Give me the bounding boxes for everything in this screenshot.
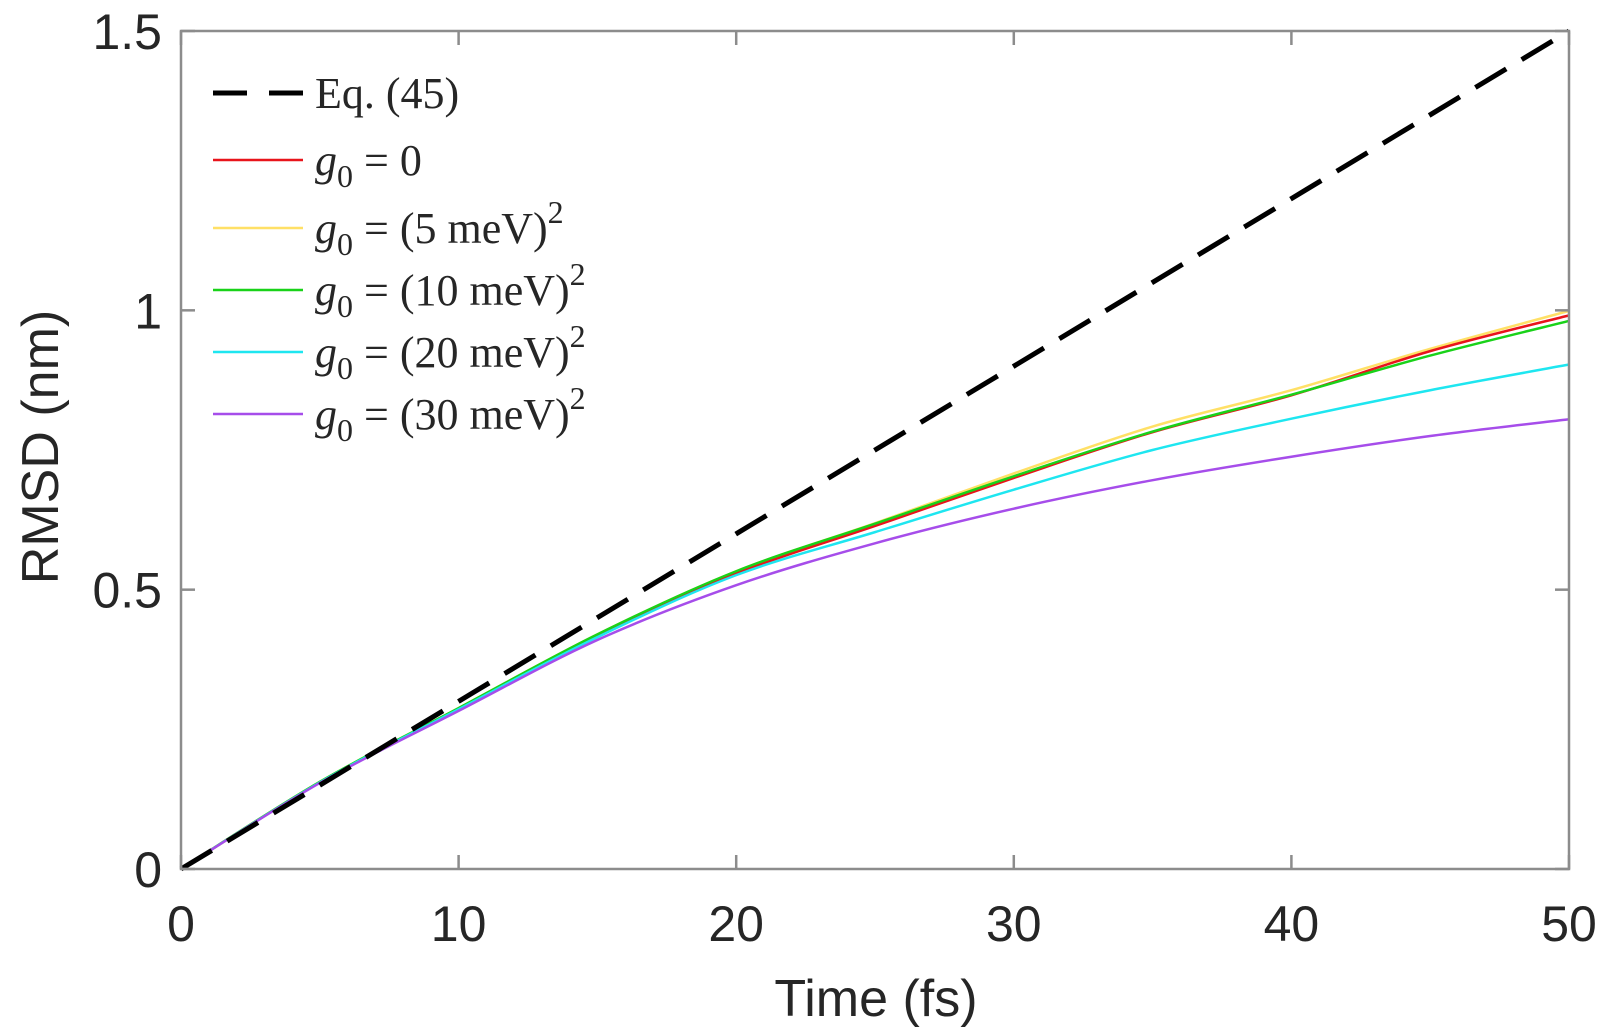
x-tick-label: 50 xyxy=(1541,896,1597,952)
plot-lines xyxy=(179,28,1571,872)
y-tick-labels: 0 0.5 1 1.5 xyxy=(92,4,162,898)
legend-label: Eq. (45) xyxy=(315,69,459,118)
legend-item: g0 = (20 meV)2 xyxy=(213,318,586,386)
x-tick-label: 10 xyxy=(431,896,487,952)
y-tick-label: 1 xyxy=(134,283,162,339)
y-tick-label: 0.5 xyxy=(92,563,162,619)
x-axis-label: Time (fs) xyxy=(774,970,977,1028)
y-axis-label: RMSD (nm) xyxy=(12,310,70,584)
x-tick-label: 40 xyxy=(1264,896,1320,952)
y-tick-label: 0 xyxy=(134,842,162,898)
legend-label: g0 = 0 xyxy=(315,136,422,194)
x-tick-label: 0 xyxy=(167,896,195,952)
x-tick-label: 20 xyxy=(708,896,764,952)
legend-item: g0 = (30 meV)2 xyxy=(213,380,586,448)
legend-item: g0 = 0 xyxy=(213,136,422,194)
legend-label: g0 = (20 meV)2 xyxy=(315,318,586,386)
legend: Eq. (45) g0 = 0g0 = (5 meV)2g0 = (10 meV)… xyxy=(213,69,586,448)
legend-item: g0 = (10 meV)2 xyxy=(213,256,586,324)
legend-label: g0 = (10 meV)2 xyxy=(315,256,586,324)
series-g0-30-mev-2-line xyxy=(180,418,1570,871)
legend-item: g0 = (5 meV)2 xyxy=(213,194,564,262)
x-tick-labels: 0 10 20 30 40 50 xyxy=(167,896,1597,952)
axis-ticks xyxy=(179,29,1571,871)
legend-label: g0 = (5 meV)2 xyxy=(315,194,564,262)
legend-item: Eq. (45) xyxy=(213,69,459,118)
y-tick-label: 1.5 xyxy=(92,4,162,60)
axes-box xyxy=(179,29,1571,871)
series-eq-45-line xyxy=(179,28,1571,872)
x-tick-label: 30 xyxy=(986,896,1042,952)
legend-label: g0 = (30 meV)2 xyxy=(315,380,586,448)
